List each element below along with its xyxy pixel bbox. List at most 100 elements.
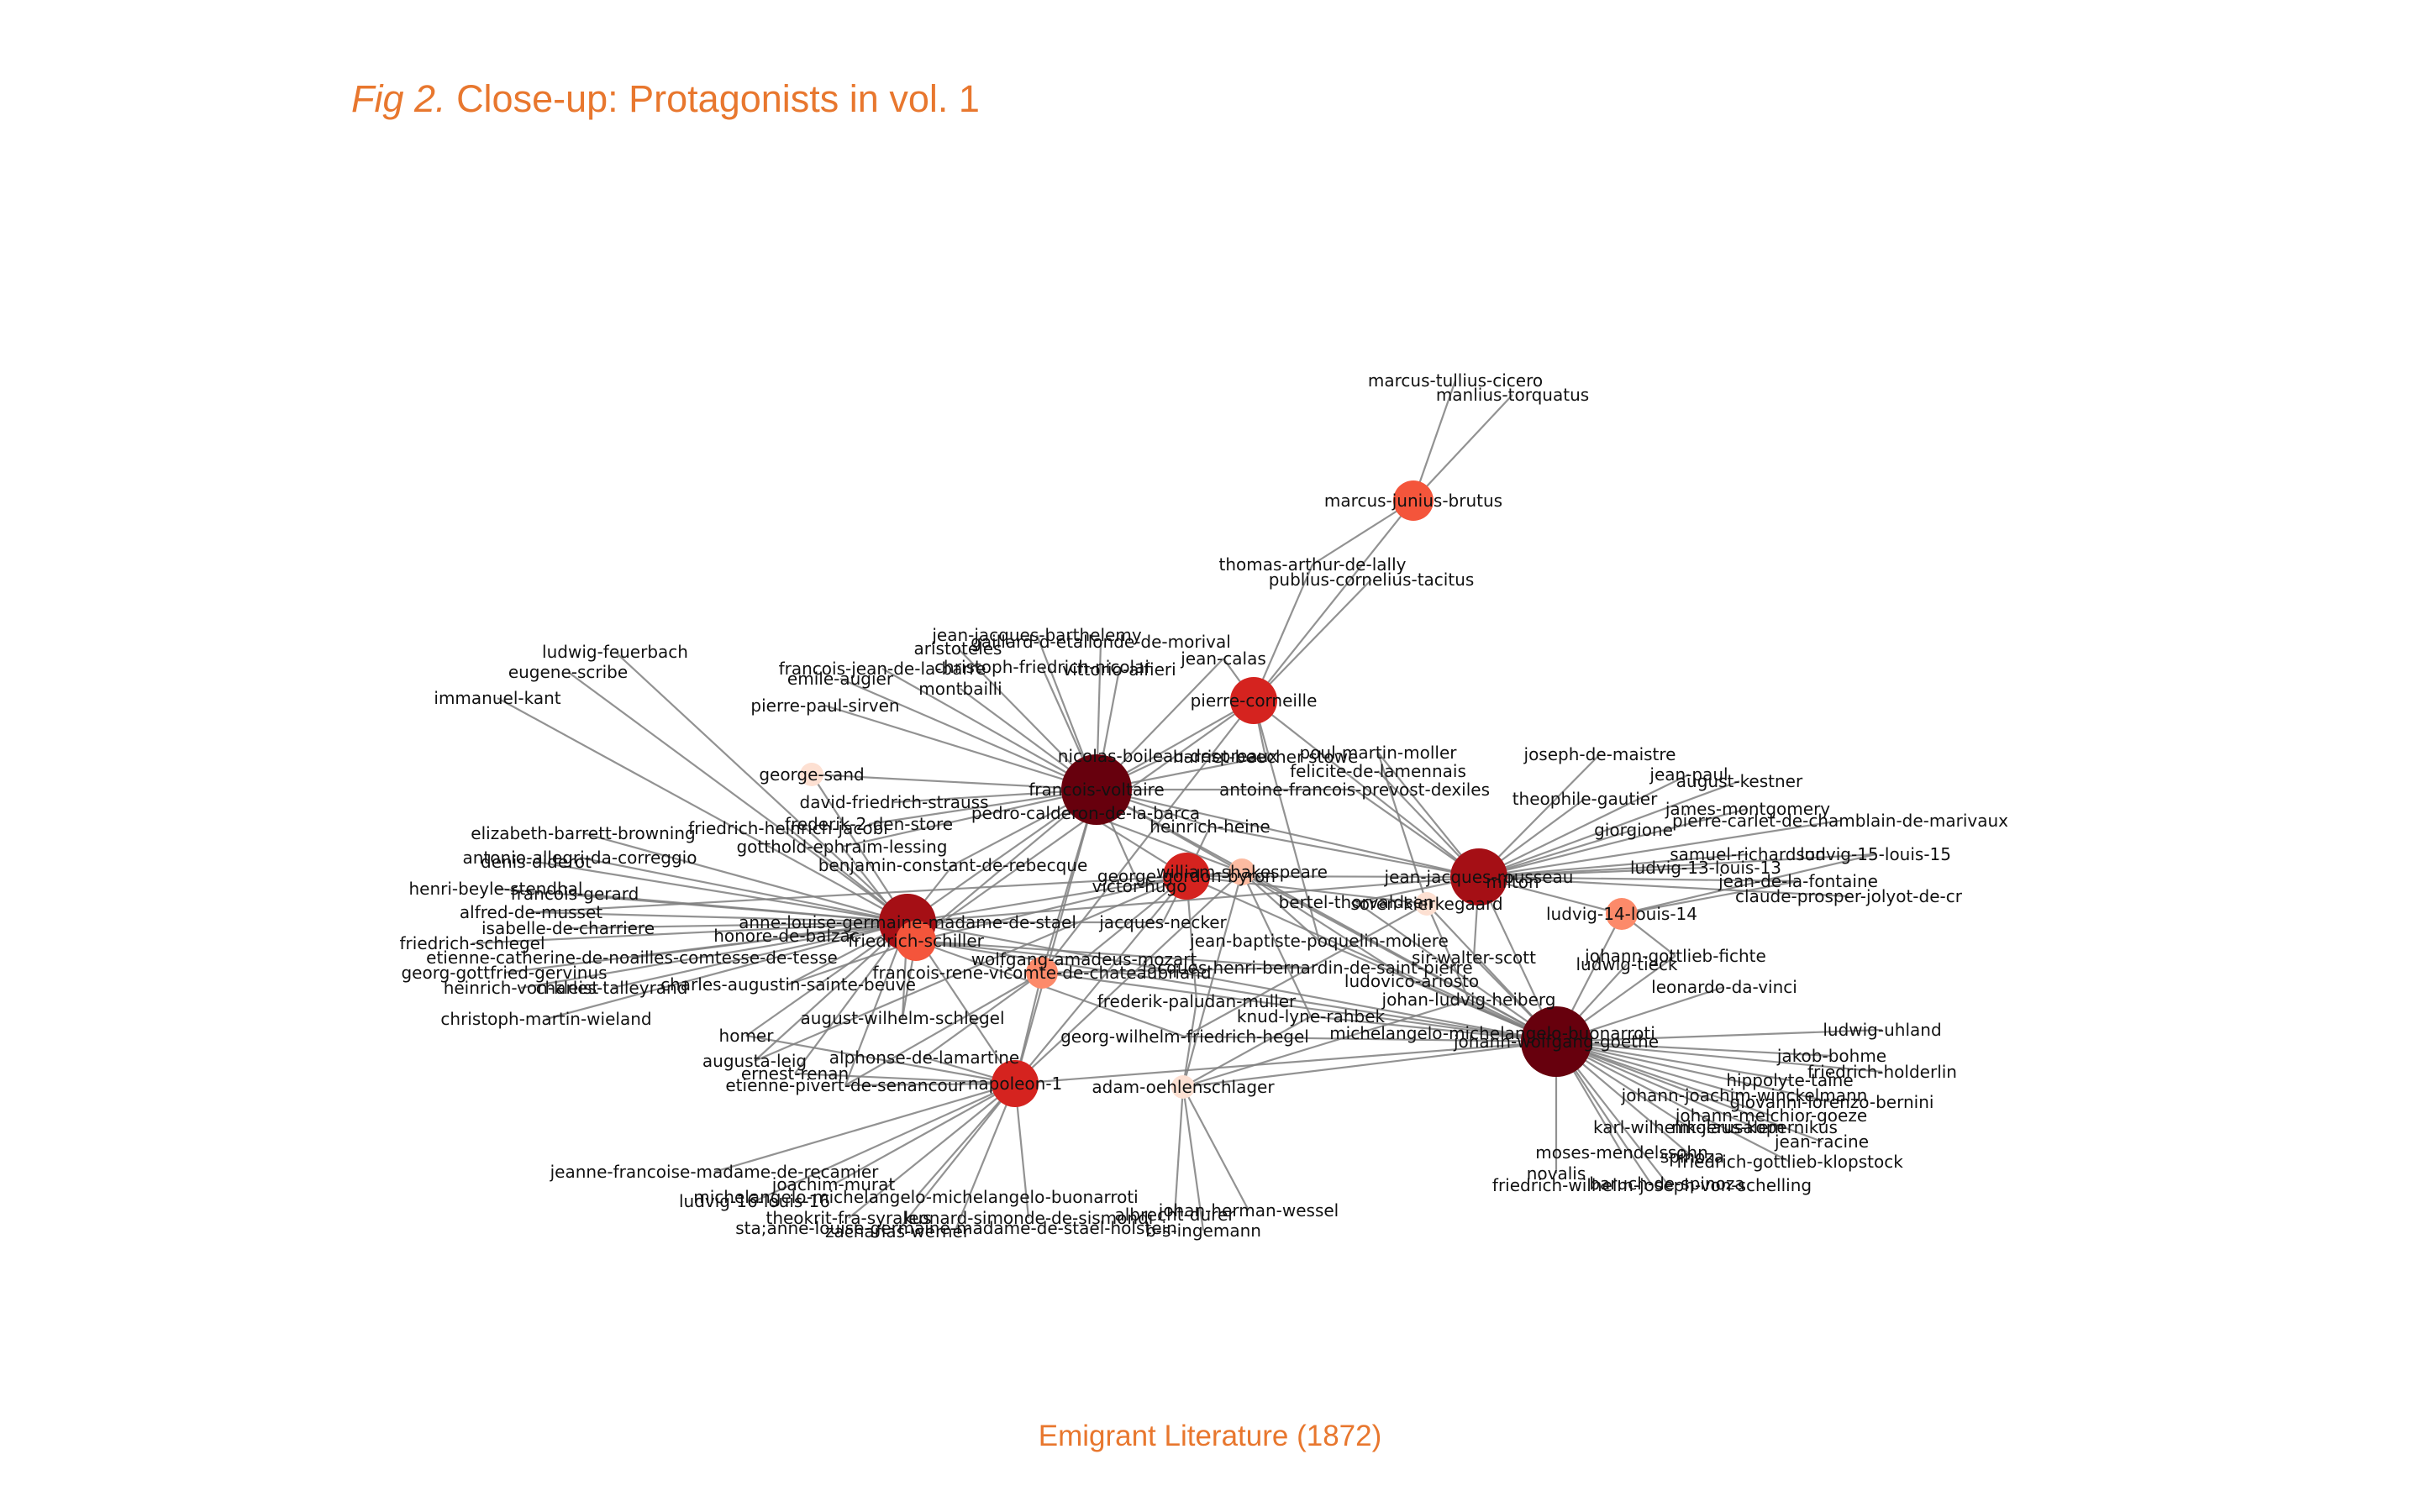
node-label-felicite-de-lamennais: felicite-de-lamennais — [1290, 761, 1466, 781]
network-edge — [1555, 1040, 1823, 1143]
network-edge — [1478, 853, 1876, 879]
network-nodes — [800, 480, 1638, 1107]
node-label-nikolaus-kopernikus: nikolaus-kopernikus — [1671, 1117, 1838, 1137]
node-label-jean-de-la-fontaine: jean-de-la-fontaine — [1718, 871, 1878, 891]
node-label-benjamin-constant-de-rebecque: benjamin-constant-de-rebecque — [818, 855, 1088, 875]
network-edge — [1186, 874, 1557, 1043]
node-label-frederik-paludan-muller: frederik-paludan-muller — [1097, 991, 1297, 1011]
node-label-michelangelo-michelangelo-buonarroti: michelangelo-michelangelo-buonarroti — [1329, 1023, 1655, 1043]
node-adam-oehlenschlager — [1171, 1075, 1195, 1099]
node-label-denis-diderot: denis-diderot — [481, 852, 592, 872]
node-label-pierre-corneille: pierre-corneille — [1191, 690, 1318, 711]
node-label-ludvig-15-louis-15: ludvig-15-louis-15 — [1800, 844, 1951, 864]
node-label-friedrich-holderlin: friedrich-holderlin — [1807, 1062, 1957, 1082]
node-label-ludwig-tieck: ludwig-tieck — [1576, 954, 1677, 974]
node-label-ludvig-13-louis-13: ludvig-13-louis-13 — [1630, 858, 1781, 878]
network-edge — [915, 939, 1308, 969]
network-edge — [611, 921, 908, 990]
network-edge — [915, 939, 1557, 1043]
node-pierre-corneille — [1230, 677, 1277, 724]
node-label-alfred-de-musset: alfred-de-musset — [460, 902, 602, 922]
node-label-napoleon-1: napoleon-1 — [968, 1074, 1063, 1094]
network-edge — [1478, 774, 1690, 878]
node-label-christoph-friedrich-nicolai: christoph-friedrich-nicolai — [934, 657, 1150, 677]
node-label-gotthold-ephraim-lessing: gotthold-ephraim-lessing — [736, 837, 947, 857]
network-edge — [520, 921, 908, 990]
node-label-adam-oehlenschlager: adam-oehlenschlager — [1092, 1077, 1275, 1097]
node-label-marcus-junius-brutus: marcus-junius-brutus — [1324, 491, 1502, 511]
network-edge — [1182, 1086, 1249, 1211]
node-label-jeanne-francoise-madame-de-recamier: jeanne-francoise-madame-de-recamier — [550, 1162, 880, 1182]
node-label-johann-melchior-goeze: johann-melchior-goeze — [1675, 1105, 1867, 1126]
network-edge — [1621, 853, 1876, 916]
node-label-anne-louise-germaine-madame-de-stael: anne-louise-germaine-madame-de-stael — [739, 912, 1076, 932]
node-label-michelangelo-michelangelo-michelangelo-buonarroti: michelangelo-michelangelo-michelangelo-b… — [693, 1187, 1138, 1207]
network-edge — [579, 856, 908, 924]
node-label-david-friedrich-strauss: david-friedrich-strauss — [800, 792, 989, 812]
node-label-poul-martin-moller: poul-martin-moller — [1300, 743, 1458, 763]
node-francois-voltaire — [1061, 754, 1132, 825]
network-edge — [1173, 1086, 1185, 1215]
network-edge — [1555, 1040, 1755, 1129]
node-label-immanuel-kant: immanuel-kant — [434, 688, 560, 708]
node-label-georg-gottfried-gervinus: georg-gottfried-gervinus — [401, 963, 607, 983]
network-edge — [1478, 875, 1799, 883]
node-label-joseph-de-maistre: joseph-de-maistre — [1523, 744, 1676, 764]
node-label-etienne-pivert-de-senancour: etienne-pivert-de-senancour — [725, 1075, 965, 1095]
network-edge — [1413, 394, 1513, 501]
node-label-gaillard-d-etallonde-de-morival: gaillard-d-etallonde-de-morival — [971, 632, 1231, 652]
node-label-montbailli: montbailli — [918, 679, 1002, 699]
node-label-antoine-francois-prevost-dexiles: antoine-francois-prevost-dexiles — [1219, 780, 1490, 800]
node-label-b-s-ingemann: b-s-ingemann — [1145, 1221, 1261, 1241]
node-label-milton: milton — [1486, 872, 1539, 892]
network-edge — [1555, 1040, 1833, 1058]
node-george-gordon-byron — [1163, 853, 1210, 900]
network-edge — [868, 788, 1097, 826]
network-edge — [1181, 1000, 1198, 1088]
node-label-baruch-de-spinoza: baruch-de-spinoza — [1589, 1173, 1744, 1194]
node-label-charles-augustin-sainte-beuve: charles-augustin-sainte-beuve — [660, 974, 916, 995]
node-label-albrecht-durer: albrecht-durer — [1114, 1205, 1235, 1225]
network-edge — [897, 1083, 1016, 1232]
node-label-francois-gerard: francois-gerard — [511, 884, 639, 904]
network-edge — [923, 972, 1043, 1058]
node-label-francois-jean-de-la-barre: francois-jean-de-la-barre — [779, 659, 986, 679]
node-label-charles-talleyrand: charles-talleyrand — [536, 978, 688, 998]
network-edge — [1181, 1086, 1205, 1231]
node-francois-rene-vicomte-de-chateaubriand — [1026, 957, 1058, 989]
node-label-publius-cornelius-tacitus: publius-cornelius-tacitus — [1269, 570, 1475, 590]
network-edge — [844, 972, 1043, 1086]
network-edge — [907, 921, 1557, 1043]
node-label-alphonse-de-lamartine: alphonse-de-lamartine — [829, 1047, 1019, 1068]
network-edge — [839, 677, 1097, 791]
network-edge — [1310, 1015, 1557, 1043]
node-label-friedrich-schlegel: friedrich-schlegel — [400, 933, 545, 953]
network-edge — [1096, 788, 1480, 879]
node-label-sta-anne-louise-germaine-madame-de-stael-holstein: sta;anne-louise-germaine-madame-de-stael… — [735, 1218, 1177, 1238]
node-label-august-wilhelm-schlegel: august-wilhelm-schlegel — [801, 1008, 1005, 1028]
node-label-francois-rene-vicomte-de-chateaubriand: francois-rene-vicomte-de-chateaubriand — [872, 963, 1211, 983]
network-edge — [915, 939, 1085, 961]
node-label-jean-paul: jean-paul — [1649, 764, 1728, 785]
node-label-johan-herman-wessel: johan-herman-wessel — [1158, 1200, 1339, 1221]
network-edge — [881, 668, 1097, 790]
network-edge — [503, 921, 908, 974]
network-edge — [567, 921, 908, 930]
network-edge — [1041, 966, 1308, 974]
node-label-william-shakespeare: william-shakespeare — [1156, 862, 1328, 882]
node-label-aristoteles: aristoteles — [914, 638, 1002, 659]
node-label-isabelle-de-charriere: isabelle-de-charriere — [481, 918, 655, 938]
node-label-friedrich-gottlieb-klopstock: friedrich-gottlieb-klopstock — [1676, 1152, 1903, 1172]
node-label-nicolas-boileau-despreaux: nicolas-boileau-despreaux — [1058, 746, 1279, 766]
network-edge — [614, 651, 908, 923]
network-edge — [1478, 819, 1841, 879]
network-edge — [1186, 874, 1428, 906]
node-label-jacques-necker: jacques-necker — [1098, 912, 1227, 932]
node-label-samuel-richardson: samuel-richardson — [1670, 844, 1826, 864]
figure-title-text: Close-up: Protagonists in vol. 1 — [456, 77, 980, 120]
network-edge — [530, 874, 1187, 914]
node-label-giorgione: giorgione — [1594, 820, 1673, 840]
figure-title: Fig 2. Close-up: Protagonists in vol. 1 — [351, 77, 980, 121]
node-label-jean-calas: jean-calas — [1180, 648, 1266, 669]
network-edge — [754, 921, 908, 1062]
